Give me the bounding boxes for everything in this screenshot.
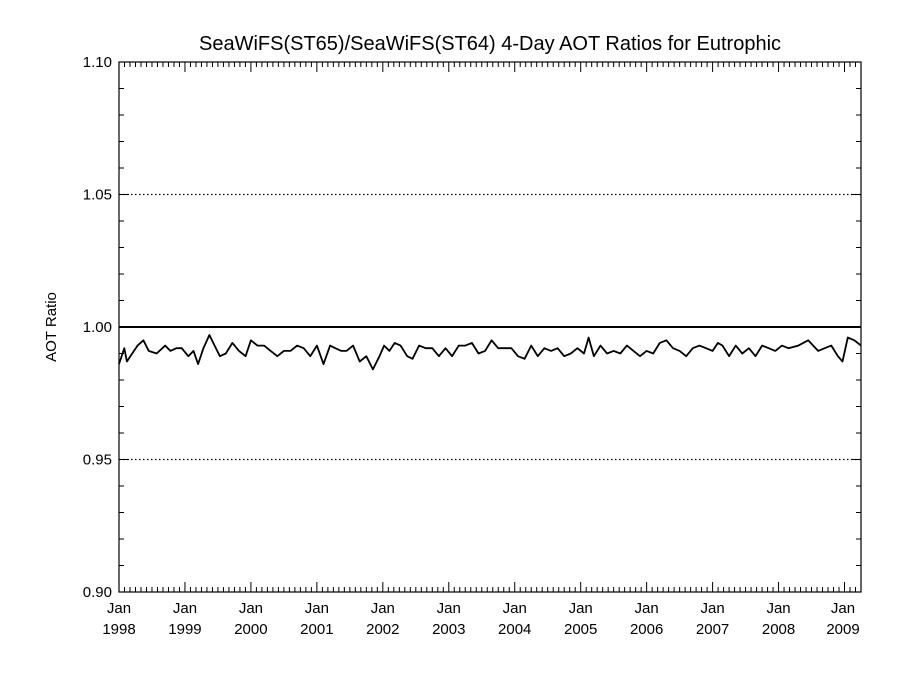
x-tick-year-label: 2002: [366, 621, 399, 638]
x-tick-month-label: Jan: [437, 600, 461, 617]
x-tick-month-label: Jan: [503, 600, 527, 617]
x-tick-year-label: 2006: [630, 621, 663, 638]
x-tick-month-label: Jan: [371, 600, 395, 617]
x-tick-year-label: 1998: [102, 621, 135, 638]
chart-title: SeaWiFS(ST65)/SeaWiFS(ST64) 4-Day AOT Ra…: [199, 33, 781, 55]
x-tick-year-label: 2004: [498, 621, 531, 638]
x-tick-month-label: Jan: [635, 600, 659, 617]
x-tick-year-label: 2009: [826, 621, 859, 638]
x-tick-month-label: Jan: [766, 600, 790, 617]
x-tick-year-label: 2003: [432, 621, 465, 638]
series-line: [118, 334, 862, 371]
y-tick-label: 0.95: [83, 452, 112, 469]
x-tick-month-label: Jan: [305, 600, 329, 617]
x-tick-month-label: Jan: [701, 600, 725, 617]
x-tick-year-label: 2000: [234, 621, 267, 638]
x-ticks: Jan 1998 Jan 1999 Jan 2000 Jan 2001 Jan 2002 Jan 20…: [102, 62, 862, 638]
y-ticks: 0.90 0.95 1.00 1.05 1.10: [83, 54, 861, 601]
x-tick-month-label: Jan: [239, 600, 263, 617]
x-tick-year-label: 2001: [300, 621, 333, 638]
x-tick-month-label: Jan: [173, 600, 197, 617]
x-tick-month-label: Jan: [107, 600, 131, 617]
x-tick-year-label: 2007: [696, 621, 729, 638]
y-tick-label: 1.00: [83, 319, 112, 336]
x-tick-year-label: 2005: [564, 621, 597, 638]
x-tick-year-label: 1999: [168, 621, 201, 638]
x-tick-year-label: 2008: [762, 621, 795, 638]
x-tick-month-label: Jan: [831, 600, 855, 617]
x-tick-month-label: Jan: [569, 600, 593, 617]
y-tick-label: 0.90: [83, 584, 112, 601]
y-tick-label: 1.10: [83, 54, 112, 71]
y-axis-label: AOT Ratio: [43, 292, 60, 362]
series-group: [118, 334, 862, 371]
y-tick-label: 1.05: [83, 187, 112, 204]
